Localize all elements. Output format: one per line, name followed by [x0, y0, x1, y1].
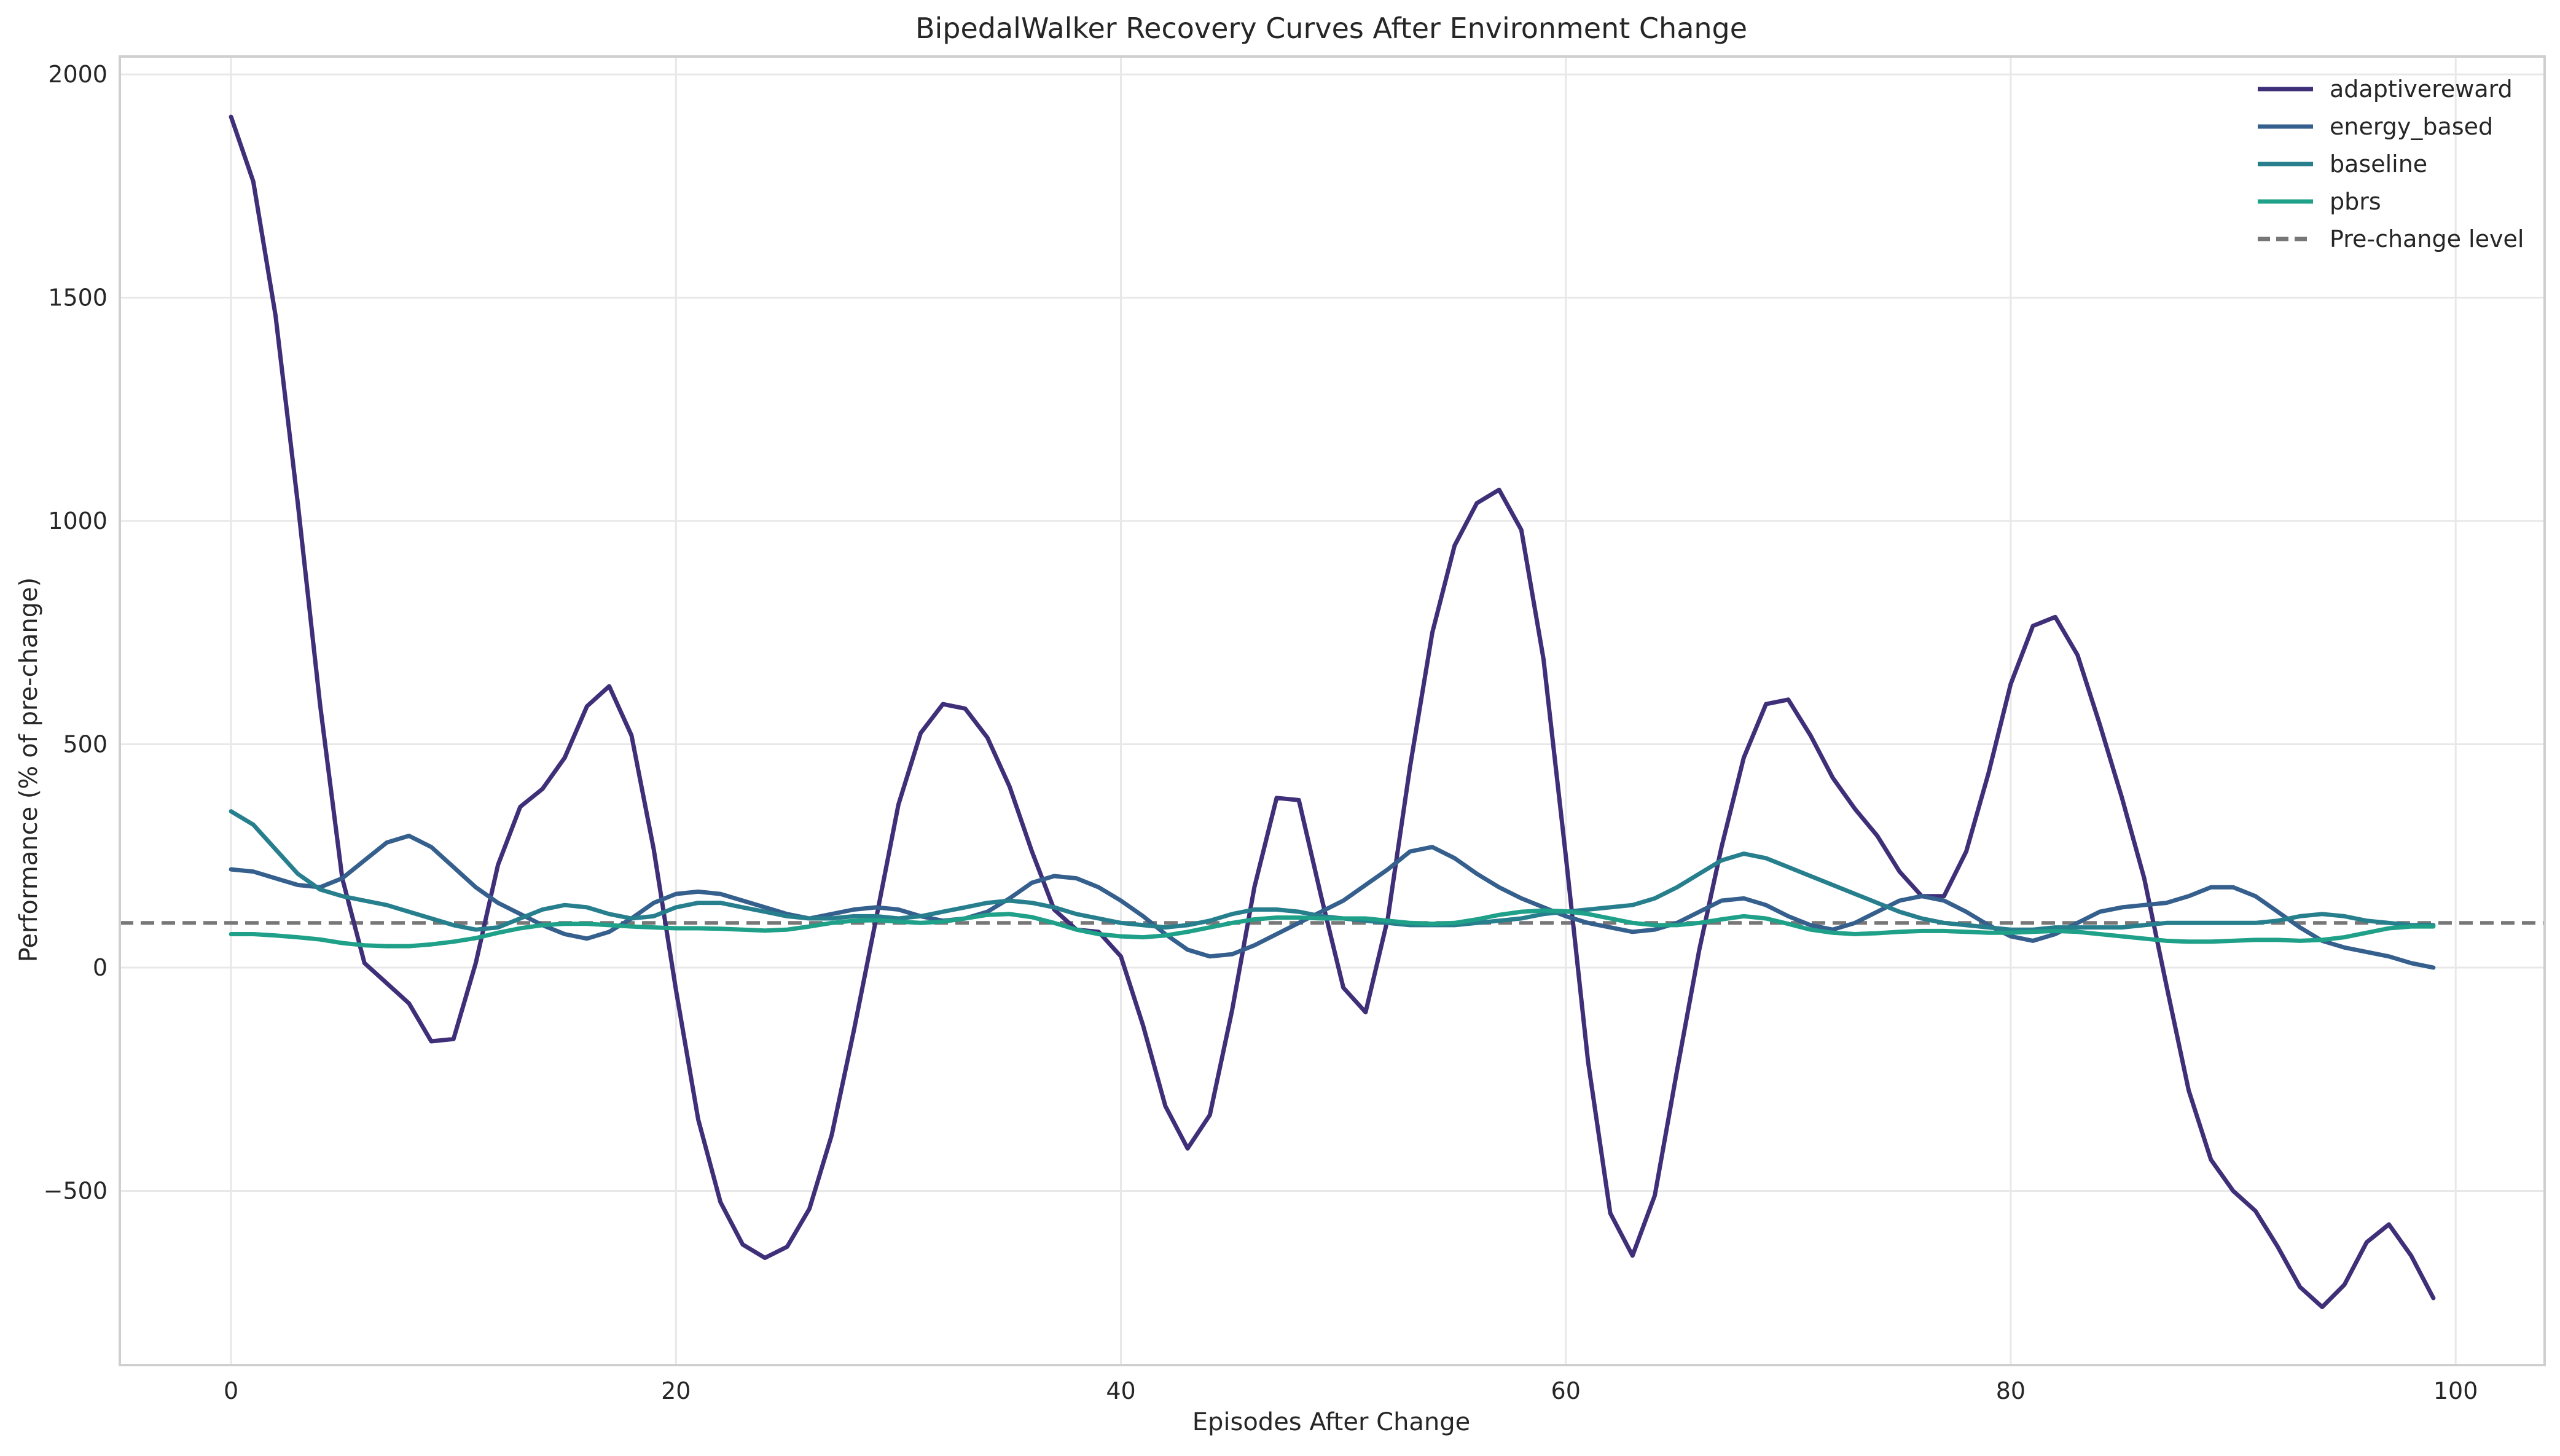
legend-label: adaptivereward: [2330, 76, 2513, 103]
axis-tick-labels: 0 20 40 60 80 100 −500 0 500 1000 1500 2000: [44, 61, 2478, 1404]
x-tick-label: 60: [1551, 1377, 1581, 1404]
y-tick-label: 1500: [48, 284, 108, 311]
legend-entry: pbrs: [2258, 188, 2381, 215]
chart-title: BipedalWalker Recovery Curves After Envi…: [915, 12, 1747, 45]
legend-label: pbrs: [2330, 188, 2381, 215]
x-tick-label: 80: [1996, 1377, 2026, 1404]
legend-label: energy_based: [2330, 113, 2493, 140]
legend-entry: energy_based: [2258, 113, 2493, 140]
y-tick-label: 0: [93, 954, 108, 981]
legend-label: baseline: [2330, 151, 2427, 178]
y-tick-label: −500: [44, 1177, 108, 1204]
legend-entry: baseline: [2258, 151, 2427, 178]
x-axis-label: Episodes After Change: [1192, 1408, 1471, 1436]
series-line-adaptivereward: [229, 114, 2436, 1309]
y-tick-label: 1000: [48, 507, 108, 534]
y-tick-label: 500: [63, 731, 108, 758]
series-line-pbrs: [229, 908, 2436, 949]
legend-entry: adaptivereward: [2258, 76, 2513, 103]
legend-entry: Pre-change level: [2258, 225, 2524, 252]
y-tick-label: 2000: [48, 61, 108, 88]
grid-lines: [120, 57, 2545, 1365]
x-tick-label: 0: [224, 1377, 238, 1404]
legend-label: Pre-change level: [2330, 225, 2524, 252]
legend: adaptivereward energy_based baseline pbrs Pr…: [2258, 76, 2524, 252]
x-tick-label: 20: [661, 1377, 691, 1404]
x-tick-label: 100: [2433, 1377, 2478, 1404]
x-tick-label: 40: [1106, 1377, 1135, 1404]
y-axis-label: Performance (% of pre-change): [15, 577, 43, 963]
plot-frame: [119, 55, 2546, 1366]
series-lines: [229, 114, 2436, 1309]
